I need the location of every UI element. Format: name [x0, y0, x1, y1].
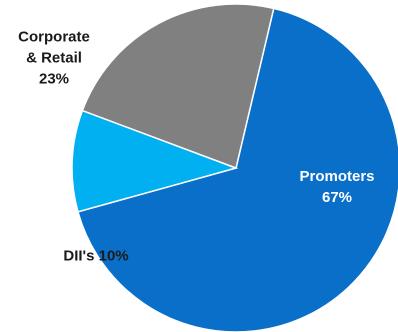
slice-label-promoters-value: 67%	[321, 189, 353, 206]
slice-label-dii-text: DII's 10%	[63, 247, 129, 265]
slice-label-promoters: Promoters 67%	[299, 166, 374, 208]
slice-label-corporate-line2: & Retail	[26, 49, 82, 67]
slice-label-corporate-retail: Corporate & Retail 23%	[18, 27, 90, 90]
slice-label-dii: DII's 10%	[63, 246, 128, 267]
slice-corporate-retail	[81, 3, 275, 170]
slice-label-corporate-value: 23%	[38, 70, 70, 88]
slice-label-promoters-name: Promoters	[299, 168, 375, 185]
slice-promoters	[77, 7, 398, 332]
slice-label-corporate-line1: Corporate	[18, 28, 90, 46]
slice-dii	[71, 109, 239, 213]
